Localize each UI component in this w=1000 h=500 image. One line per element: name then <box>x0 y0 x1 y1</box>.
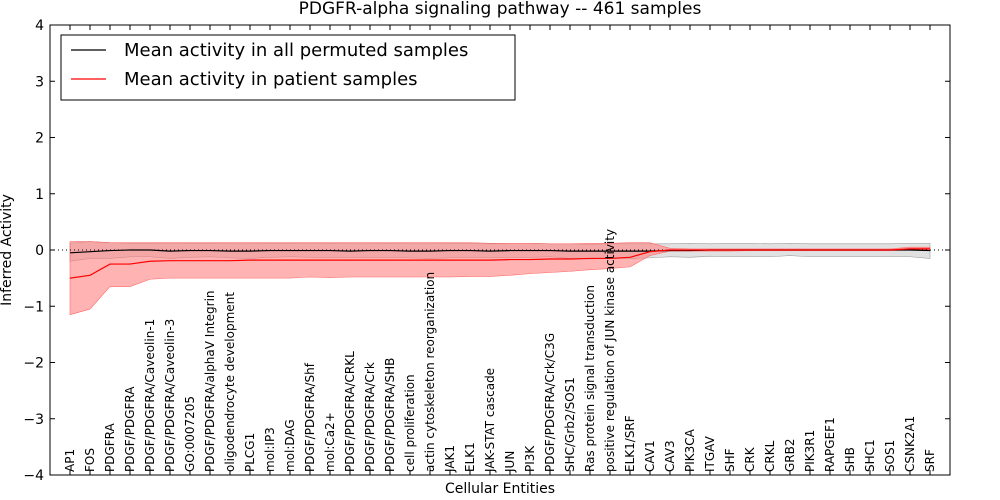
x-category-label: ITGAV <box>703 435 717 472</box>
x-category-label: Ras protein signal transduction <box>583 285 597 472</box>
x-category-label: positive regulation of JUN kinase activi… <box>603 229 617 472</box>
x-category-label: PIK3CA <box>683 428 697 472</box>
x-category-label: JAK1 <box>443 445 457 473</box>
x-category-label: PDGF/PDGFRA/CRKL <box>343 351 357 472</box>
x-category-label: PI3K <box>523 445 537 472</box>
x-category-label: CAV1 <box>643 440 657 472</box>
line-patient <box>69 248 930 279</box>
x-category-label: SOS1 <box>883 440 897 472</box>
legend-box <box>60 34 516 101</box>
x-category-label: PDGF/PDGFRA/Crk <box>363 362 377 472</box>
x-category-label: PDGF/PDGFRA/Caveolin-3 <box>163 319 177 472</box>
confidence-bands <box>69 241 931 316</box>
y-tick-label: −3 <box>23 412 44 428</box>
x-category-label: PDGF/PDGFRA <box>123 386 137 472</box>
x-category-label: CRK <box>743 446 757 472</box>
x-category-label: mol:DAG <box>283 419 297 472</box>
x-category-label: SHC/Grb2/SOS1 <box>563 377 577 472</box>
x-category-label: FOS <box>83 448 97 472</box>
x-category-label: PDGF/PDGFRA/Caveolin-1 <box>143 319 157 472</box>
x-category-label: GO:0007205 <box>183 396 197 472</box>
x-category-label: SHF <box>723 448 737 472</box>
y-axis: −4 −3 −2 −1 0 1 2 3 4 <box>23 18 950 484</box>
x-category-label: GRB2 <box>783 438 797 472</box>
x-category-label: PDGF/PDGFRA/Crk/C3G <box>543 333 557 472</box>
x-category-label: CSNK2A1 <box>903 416 917 472</box>
y-tick-label: 2 <box>35 131 44 147</box>
y-tick-label: −1 <box>23 299 44 315</box>
x-axis: AP1 FOS PDGFRA PDGF/PDGFRA PDGF/PDGFRA/Caveo… <box>63 25 937 475</box>
x-axis-label: Cellular Entities <box>445 481 555 497</box>
x-category-label: actin cytoskeleton reorganization <box>423 272 437 472</box>
x-category-label: mol:IP3 <box>263 427 277 472</box>
x-category-label: PDGF/PDGFRA/SHB <box>383 358 397 472</box>
x-category-label: PDGF/PDGFRA/Shf <box>303 362 317 472</box>
y-tick-label: 1 <box>35 187 44 203</box>
x-category-label: ELK1/SRF <box>623 415 637 472</box>
x-category-label: JUN <box>503 451 517 473</box>
x-category-label: JAK-STAT cascade <box>483 368 497 473</box>
x-category-label: SRF <box>923 449 937 472</box>
y-tick-label: 3 <box>35 74 44 90</box>
x-category-label: PLCG1 <box>243 433 257 472</box>
x-category-label: PDGFRA <box>103 422 117 472</box>
y-tick-label: −2 <box>23 356 44 372</box>
x-category-label: PDGF/PDGFRA/alphaV Integrin <box>203 290 217 472</box>
x-category-label: RAPGEF1 <box>823 417 837 472</box>
x-category-label: CRKL <box>763 440 777 472</box>
x-category-label: SHB <box>843 447 857 472</box>
legend-label-patient: Mean activity in patient samples <box>124 69 418 90</box>
x-category-label: SHC1 <box>863 439 877 472</box>
series-lines <box>69 248 931 279</box>
legend: Mean activity in all permuted samples Me… <box>60 34 516 101</box>
y-axis-label: Inferred Activity <box>0 194 15 306</box>
y-tick-label: 0 <box>35 243 44 259</box>
x-category-label: CAV3 <box>663 440 677 472</box>
x-category-label: mol:Ca2+ <box>323 412 337 472</box>
x-category-label: cell proliferation <box>403 374 417 472</box>
y-tick-label: −4 <box>23 468 44 484</box>
x-category-label: PIK3R1 <box>803 430 817 472</box>
x-category-label: AP1 <box>63 449 77 472</box>
x-category-label: oligodendrocyte development <box>223 292 237 472</box>
x-category-label: ELK1 <box>463 442 477 472</box>
legend-label-permuted: Mean activity in all permuted samples <box>124 40 468 61</box>
y-tick-label: 4 <box>35 18 44 34</box>
chart-title: PDGFR-alpha signaling pathway -- 461 sam… <box>299 0 702 19</box>
